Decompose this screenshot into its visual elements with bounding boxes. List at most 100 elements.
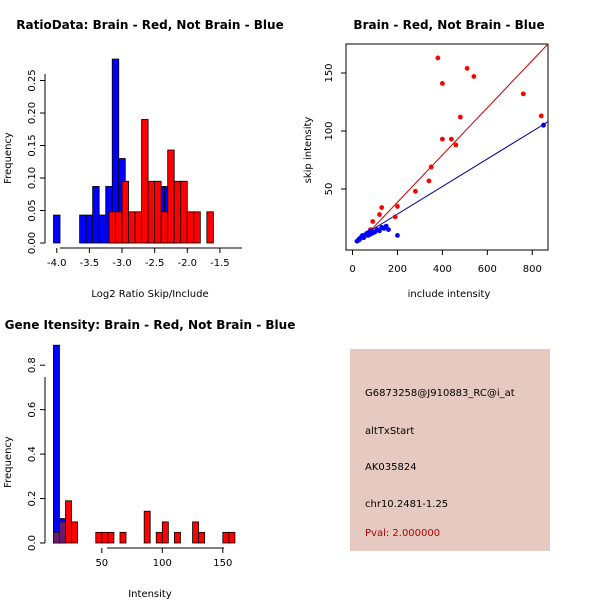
brain-bar [186,211,195,244]
brain-bar [71,521,79,544]
fit-line [358,43,549,243]
event-type: altTxStart [365,426,414,437]
scatter-xlabel: include intensity [408,289,491,300]
ratio-xlabel: Log2 Ratio Skip/Include [91,289,208,300]
y-tick-label: 0.2 [27,491,38,507]
not-brain-point [383,223,389,229]
not-brain-bar [85,214,94,244]
intensity-scatter: Brain - Red, Not Brain - Blue 0 200 400 600… [303,18,549,300]
brain-bar [155,531,163,544]
brain-point [471,74,477,79]
not-brain-point [377,228,382,234]
brain-bar [121,180,129,244]
scatter-plot-box [345,43,549,251]
brain-bar [128,211,136,244]
brain-point [448,136,454,142]
brain-bar [143,510,151,544]
ratio-bars [53,58,214,244]
gene-y-ticks: 0.0 0.2 0.4 0.6 0.8 [27,357,45,551]
not-brain-point [386,227,391,233]
brain-point [520,91,526,97]
x-tick-label: -2.5 [145,258,165,269]
brain-bar [134,211,142,244]
brain-point [379,205,385,210]
x-tick-label: -2.0 [178,258,198,269]
ratio-x-ticks: -4.0 -3.5 -3.0 -2.5 -2.0 -1.5 [47,248,230,269]
brain-bar [160,211,169,244]
brain-bar [173,180,182,244]
ratio-title: RatioData: Brain - Red, Not Brain - Blue [16,18,283,32]
x-tick-label: 150 [213,558,232,569]
ratio-y-ticks: 0.00 0.05 0.10 0.15 0.20 0.25 [27,69,45,254]
brain-point [395,204,400,209]
brain-bar [107,531,115,544]
overlap-bar [59,521,66,544]
brain-bar [119,531,127,544]
x-tick-label: -3.5 [80,258,100,269]
not-brain-point [361,235,367,241]
brain-bar [167,149,175,244]
y-tick-label: 0.05 [27,199,38,221]
gene-bars [53,344,236,544]
brain-point [426,178,432,184]
not-brain-bar [53,344,60,544]
brain-bar [141,119,149,244]
gene-ylabel: Frequency [3,436,14,488]
y-tick-label: 0.4 [27,446,38,462]
y-tick-label: 0.6 [27,402,38,418]
brain-point [413,188,418,194]
pval: Pval: 2.000000 [365,528,440,539]
brain-bar [228,531,236,544]
overlap-bar [53,532,60,544]
brain-point [428,164,434,170]
brain-bar [192,521,200,544]
brain-bar [95,531,103,544]
info-panel: G6873258@J910883_RC@i_at altTxStart AK03… [350,349,550,551]
not-brain-point [541,122,546,128]
ratio-histogram: RatioData: Brain - Red, Not Brain - Blue… [3,18,284,300]
gene-title: Gene Itensity: Brain - Red, Not Brain - … [5,318,296,332]
brain-point [439,81,445,86]
brain-bar [147,180,156,244]
not-brain-bar [79,214,87,244]
y-tick-label: 100 [324,121,335,140]
brain-bar [174,531,181,544]
x-tick-label: -3.0 [112,258,132,269]
brain-point [439,136,445,142]
accession: AK035824 [365,462,417,473]
not-brain-point [395,233,400,238]
y-tick-label: 0.00 [27,232,38,254]
scatter-ylabel: skip intensity [303,117,314,184]
info-panel-background [350,349,550,551]
y-tick-label: 150 [324,63,335,82]
x-tick-label: 0 [349,264,355,275]
x-tick-label: 200 [388,264,407,275]
brain-bar [101,531,109,544]
brain-point [435,55,441,61]
y-tick-label: 50 [324,183,335,196]
x-tick-label: 400 [433,264,452,275]
brain-bar [65,500,72,544]
ratio-ylabel: Frequency [3,132,14,184]
y-tick-label: 0.15 [27,134,38,156]
scatter-x-ticks: 0 200 400 600 800 [349,250,542,275]
x-tick-label: -4.0 [47,258,67,269]
not-brain-bar [53,214,61,244]
brain-bar [198,531,206,544]
y-tick-label: 0.8 [27,357,38,373]
scatter-points [354,55,546,244]
gene-intensity-histogram: Gene Itensity: Brain - Red, Not Brain - … [3,318,295,600]
brain-bar [206,211,214,244]
genomic-location: chr10.2481-1.25 [365,499,448,510]
gene-xlabel: Intensity [128,589,172,600]
brain-bar [180,180,188,244]
brain-bar [115,211,123,244]
not-brain-bar [92,186,100,244]
brain-bar [161,521,169,544]
scatter-y-ticks: 50 100 150 [324,63,346,195]
y-tick-label: 0.10 [27,167,38,189]
brain-point [370,219,376,224]
x-tick-label: 600 [478,264,497,275]
brain-bar [154,180,162,244]
x-tick-label: 100 [153,558,172,569]
